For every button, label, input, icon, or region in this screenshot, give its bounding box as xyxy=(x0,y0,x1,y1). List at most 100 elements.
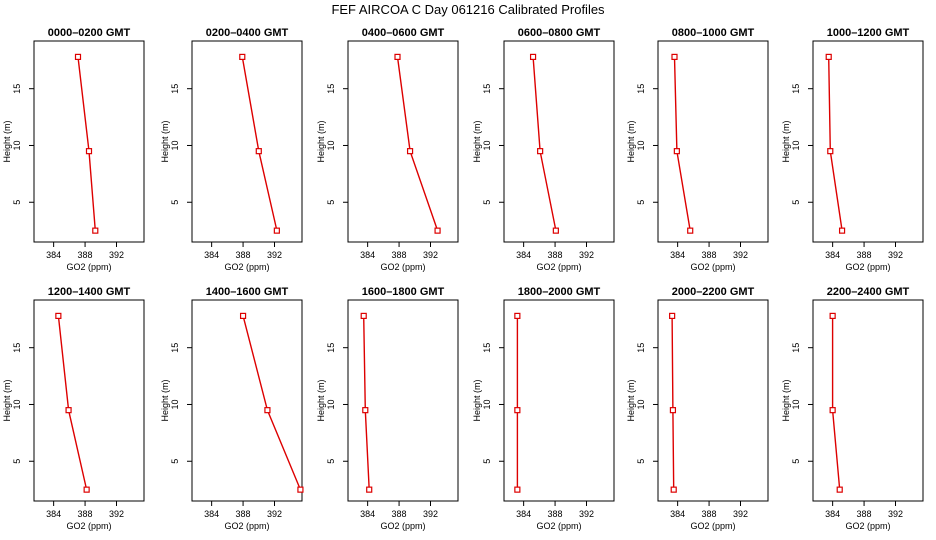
plot-frame xyxy=(191,40,303,243)
series-line xyxy=(671,315,675,490)
y-tick-label: 5 xyxy=(791,200,801,205)
y-tick-label: 15 xyxy=(170,84,180,94)
figure-title: FEF AIRCOA C Day 061216 Calibrated Profi… xyxy=(331,2,605,17)
y-axis-label: Height (m) xyxy=(781,379,791,421)
y-tick-label: 10 xyxy=(482,140,492,150)
x-axis-label: GO2 (ppm) xyxy=(845,521,890,531)
data-point xyxy=(434,227,441,234)
y-tick-label: 5 xyxy=(12,459,22,464)
data-point xyxy=(825,53,832,60)
x-tick-label: 388 xyxy=(78,509,93,519)
y-tick-label: 5 xyxy=(12,200,22,205)
panel: 0000–0200 GMT 384 388 392 GO2 (ppm) 5 10 15 Heig… xyxy=(2,27,145,272)
x-tick-label: 388 xyxy=(702,250,717,260)
plot-frame xyxy=(812,40,924,243)
y-tick-label: 15 xyxy=(326,343,336,353)
panel-title: 1200–1400 GMT xyxy=(48,286,131,298)
panel-title: 0000–0200 GMT xyxy=(48,27,131,39)
x-tick-label: 392 xyxy=(888,250,903,260)
panel-title: 0400–0600 GMT xyxy=(362,27,445,39)
y-tick-label: 15 xyxy=(326,84,336,94)
data-point xyxy=(827,148,834,155)
y-tick-label: 10 xyxy=(636,140,646,150)
plot-frame xyxy=(503,40,615,243)
panel: 0800–1000 GMT 384 388 392 GO2 (ppm) 5 10 15 Heig… xyxy=(626,27,769,272)
x-tick-label: 388 xyxy=(702,509,717,519)
x-tick-label: 384 xyxy=(516,250,531,260)
y-tick-label: 15 xyxy=(791,343,801,353)
y-axis-label: Height (m) xyxy=(626,120,636,162)
x-tick-label: 392 xyxy=(888,509,903,519)
plot-frame xyxy=(503,299,615,502)
y-tick-label: 5 xyxy=(326,459,336,464)
x-tick-label: 392 xyxy=(267,509,282,519)
data-point xyxy=(85,148,93,155)
x-tick-label: 388 xyxy=(236,509,251,519)
x-axis-label: GO2 (ppm) xyxy=(66,262,111,272)
panel-title: 0600–0800 GMT xyxy=(518,27,601,39)
y-tick-label: 10 xyxy=(791,399,801,409)
y-tick-label: 5 xyxy=(636,200,646,205)
x-tick-label: 388 xyxy=(857,250,872,260)
data-point xyxy=(297,486,304,493)
panels-group: 0000–0200 GMT 384 388 392 GO2 (ppm) 5 10 15 Heig… xyxy=(2,27,924,531)
y-tick-label: 10 xyxy=(326,140,336,150)
data-point xyxy=(514,407,521,414)
data-point xyxy=(829,407,836,414)
x-tick-label: 392 xyxy=(733,509,748,519)
y-tick-label: 10 xyxy=(170,140,180,150)
plot-frame xyxy=(347,40,459,243)
x-tick-label: 384 xyxy=(204,250,219,260)
x-tick-label: 392 xyxy=(109,509,124,519)
x-tick-label: 384 xyxy=(46,509,61,519)
y-axis-label: Height (m) xyxy=(160,120,170,162)
y-axis-label: Height (m) xyxy=(472,120,482,162)
panel: 2200–2400 GMT 384 388 392 GO2 (ppm) 5 10 15 Heig… xyxy=(781,286,924,531)
data-point xyxy=(670,486,677,493)
plot-frame xyxy=(33,40,145,243)
plot-frame xyxy=(191,299,303,502)
panel: 0600–0800 GMT 384 388 392 GO2 (ppm) 5 10 15 Heig… xyxy=(472,27,615,272)
panel-title: 0200–0400 GMT xyxy=(206,27,289,39)
x-tick-label: 392 xyxy=(423,250,438,260)
x-tick-label: 392 xyxy=(579,509,594,519)
data-point xyxy=(673,148,680,155)
panel-title: 2000–2200 GMT xyxy=(672,286,755,298)
data-point xyxy=(671,53,678,60)
series-line xyxy=(396,56,439,231)
data-point xyxy=(55,312,62,319)
y-tick-label: 5 xyxy=(170,459,180,464)
series-line xyxy=(77,56,96,231)
x-axis-label: GO2 (ppm) xyxy=(536,521,581,531)
y-axis-label: Height (m) xyxy=(2,120,12,162)
x-tick-label: 388 xyxy=(392,509,407,519)
data-point xyxy=(514,312,521,319)
plot-frame xyxy=(657,40,769,243)
plot-frame xyxy=(812,299,924,502)
x-tick-label: 384 xyxy=(204,509,219,519)
data-point xyxy=(366,486,373,493)
panel: 1800–2000 GMT 384 388 392 GO2 (ppm) 5 10 15 Heig… xyxy=(472,286,615,531)
y-axis-label: Height (m) xyxy=(472,379,482,421)
y-axis-label: Height (m) xyxy=(2,379,12,421)
x-tick-label: 384 xyxy=(360,509,375,519)
data-point xyxy=(394,53,401,60)
x-axis-label: GO2 (ppm) xyxy=(845,262,890,272)
series-line xyxy=(57,315,88,490)
x-tick-label: 392 xyxy=(423,509,438,519)
panel: 0200–0400 GMT 384 388 392 GO2 (ppm) 5 10 15 Heig… xyxy=(160,27,303,272)
panel-title: 1600–1800 GMT xyxy=(362,286,445,298)
panel-title: 0800–1000 GMT xyxy=(672,27,755,39)
panel: 0400–0600 GMT 384 388 392 GO2 (ppm) 5 10 15 Heig… xyxy=(316,27,459,272)
panel: 2000–2200 GMT 384 388 392 GO2 (ppm) 5 10 15 Heig… xyxy=(626,286,769,531)
x-tick-label: 388 xyxy=(548,509,563,519)
plot-frame xyxy=(347,299,459,502)
y-tick-label: 10 xyxy=(636,399,646,409)
x-tick-label: 388 xyxy=(548,250,563,260)
data-point xyxy=(514,486,521,493)
y-axis-label: Height (m) xyxy=(160,379,170,421)
data-point xyxy=(255,148,262,155)
series-line xyxy=(241,56,278,231)
series-line xyxy=(532,56,557,231)
